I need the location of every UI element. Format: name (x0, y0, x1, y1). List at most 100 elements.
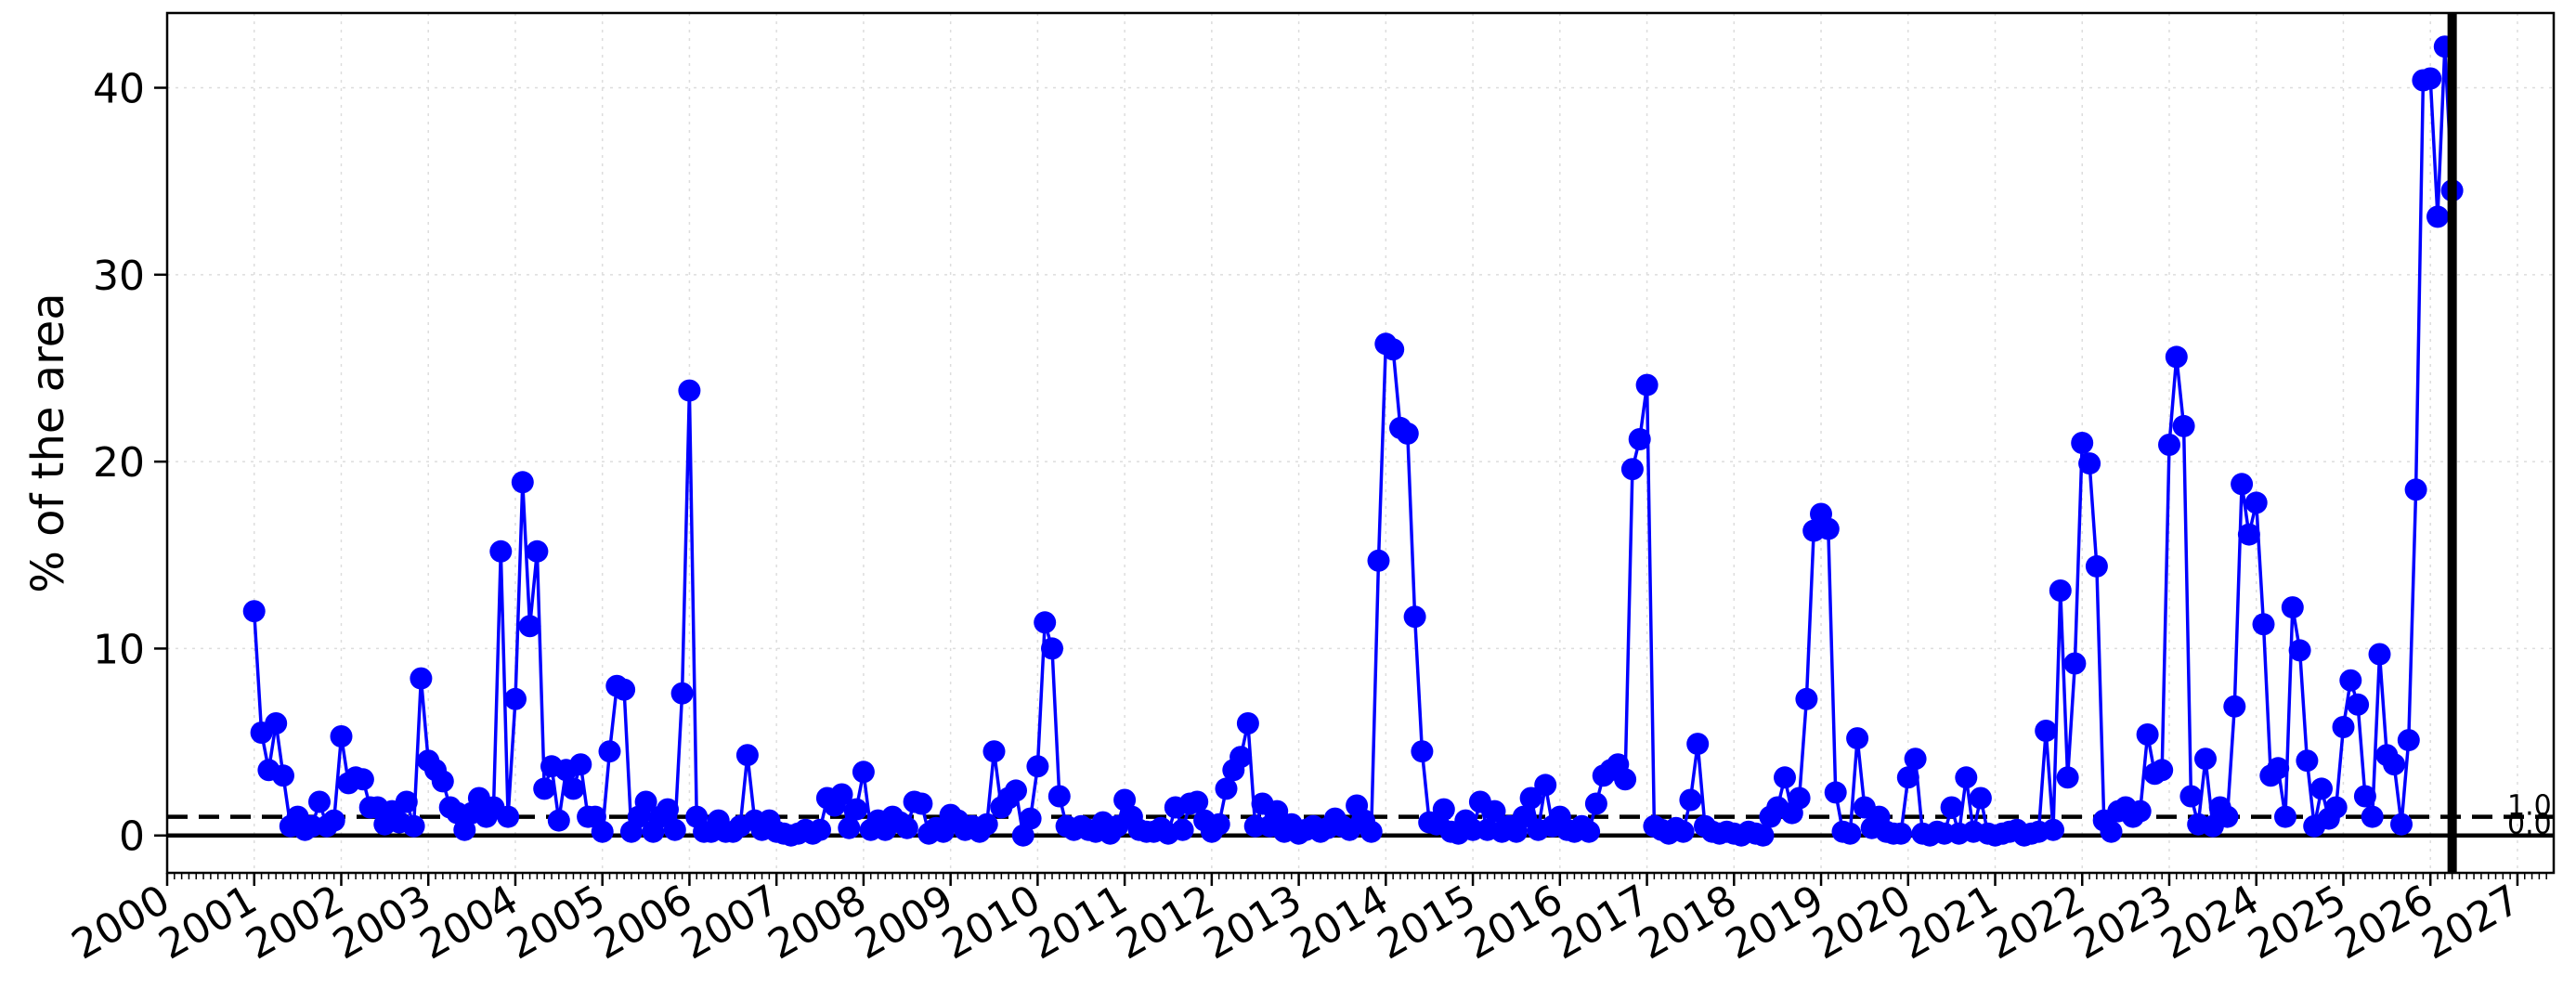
data-point (308, 790, 331, 813)
data-point (2361, 805, 2384, 828)
data-point (1679, 788, 1702, 812)
data-point (2296, 749, 2319, 773)
data-point (2419, 67, 2442, 90)
data-point (1846, 727, 1869, 750)
data-point (1904, 748, 1927, 771)
data-point (663, 818, 686, 841)
data-point (1824, 781, 1847, 804)
data-point (504, 687, 527, 710)
y-tick-label: 30 (93, 253, 145, 300)
data-point (489, 540, 513, 563)
series-layer (242, 35, 2464, 847)
data-point (1229, 746, 1253, 769)
data-point (1969, 786, 1992, 810)
data-point (1411, 740, 1434, 763)
data-point (497, 805, 520, 828)
data-point (1186, 790, 1209, 813)
data-point (1890, 822, 1912, 845)
reference-line-label: 1.0 (2507, 790, 2552, 823)
data-point (2035, 720, 2058, 742)
data-point (402, 814, 425, 838)
data-point (1795, 687, 1818, 710)
data-point (678, 379, 701, 402)
data-point (2231, 473, 2254, 496)
data-point (2136, 723, 2159, 746)
data-point (2390, 812, 2413, 836)
data-point (975, 812, 998, 836)
data-point (2252, 613, 2275, 636)
data-point (2056, 766, 2079, 789)
data-point (845, 798, 868, 821)
data-point (1005, 779, 1027, 802)
data-point (1011, 824, 1034, 847)
data-point (830, 783, 853, 806)
data-point (1672, 820, 1695, 843)
data-point (1403, 605, 1426, 629)
data-point (2042, 818, 2064, 841)
data-point (242, 600, 266, 623)
data-point (453, 818, 476, 841)
data-point (910, 792, 933, 815)
data-point (2288, 639, 2311, 662)
data-point (657, 798, 679, 821)
data-point (2237, 523, 2260, 546)
data-point (2078, 452, 2101, 475)
data-point (1047, 785, 1071, 808)
data-point (1955, 766, 1978, 789)
data-point (431, 770, 454, 793)
data-point (518, 615, 541, 638)
data-point (395, 790, 418, 813)
data-point (562, 777, 585, 800)
data-point (1635, 373, 1659, 396)
data-point (2274, 805, 2296, 828)
data-point (852, 760, 875, 784)
data-point (1171, 818, 1194, 841)
data-point (2368, 643, 2391, 666)
data-point (1774, 766, 1796, 789)
data-point (2172, 414, 2195, 437)
data-point (1534, 774, 1557, 797)
data-point (533, 777, 556, 800)
data-point (1019, 807, 1042, 830)
data-point (670, 682, 694, 705)
data-point (2223, 695, 2246, 718)
y-tick-label: 40 (93, 66, 145, 113)
data-point (2179, 785, 2203, 808)
data-point (526, 540, 549, 563)
y-axis-title: % of the area (22, 292, 74, 592)
data-point (2049, 579, 2072, 602)
data-point (511, 471, 534, 494)
data-point (809, 818, 831, 841)
data-point (2194, 748, 2217, 771)
data-point (735, 744, 759, 767)
data-point (1207, 812, 1230, 836)
data-point (1584, 792, 1607, 815)
data-point (982, 740, 1006, 763)
data-point (1512, 805, 1535, 828)
data-point (1614, 768, 1637, 791)
data-point (634, 790, 657, 813)
data-point (838, 816, 861, 839)
data-point (1266, 800, 1289, 823)
data-point (569, 753, 592, 776)
data-point (1751, 824, 1775, 847)
data-point (2267, 757, 2290, 780)
y-tick-label: 10 (93, 626, 145, 673)
data-point (2339, 669, 2362, 692)
data-point (1578, 820, 1601, 843)
data-point (2085, 554, 2108, 578)
data-point (2071, 432, 2094, 454)
data-point (265, 712, 288, 734)
data-point (1620, 458, 1644, 481)
data-point (1519, 786, 1542, 810)
data-point (2324, 796, 2348, 819)
data-point (1816, 517, 1840, 540)
labels-layer: % of the area (22, 292, 74, 592)
data-point (1940, 796, 1963, 819)
data-point (2332, 716, 2355, 738)
data-point (1686, 733, 1710, 756)
data-point (1367, 549, 1390, 572)
data-point (1236, 712, 1259, 734)
